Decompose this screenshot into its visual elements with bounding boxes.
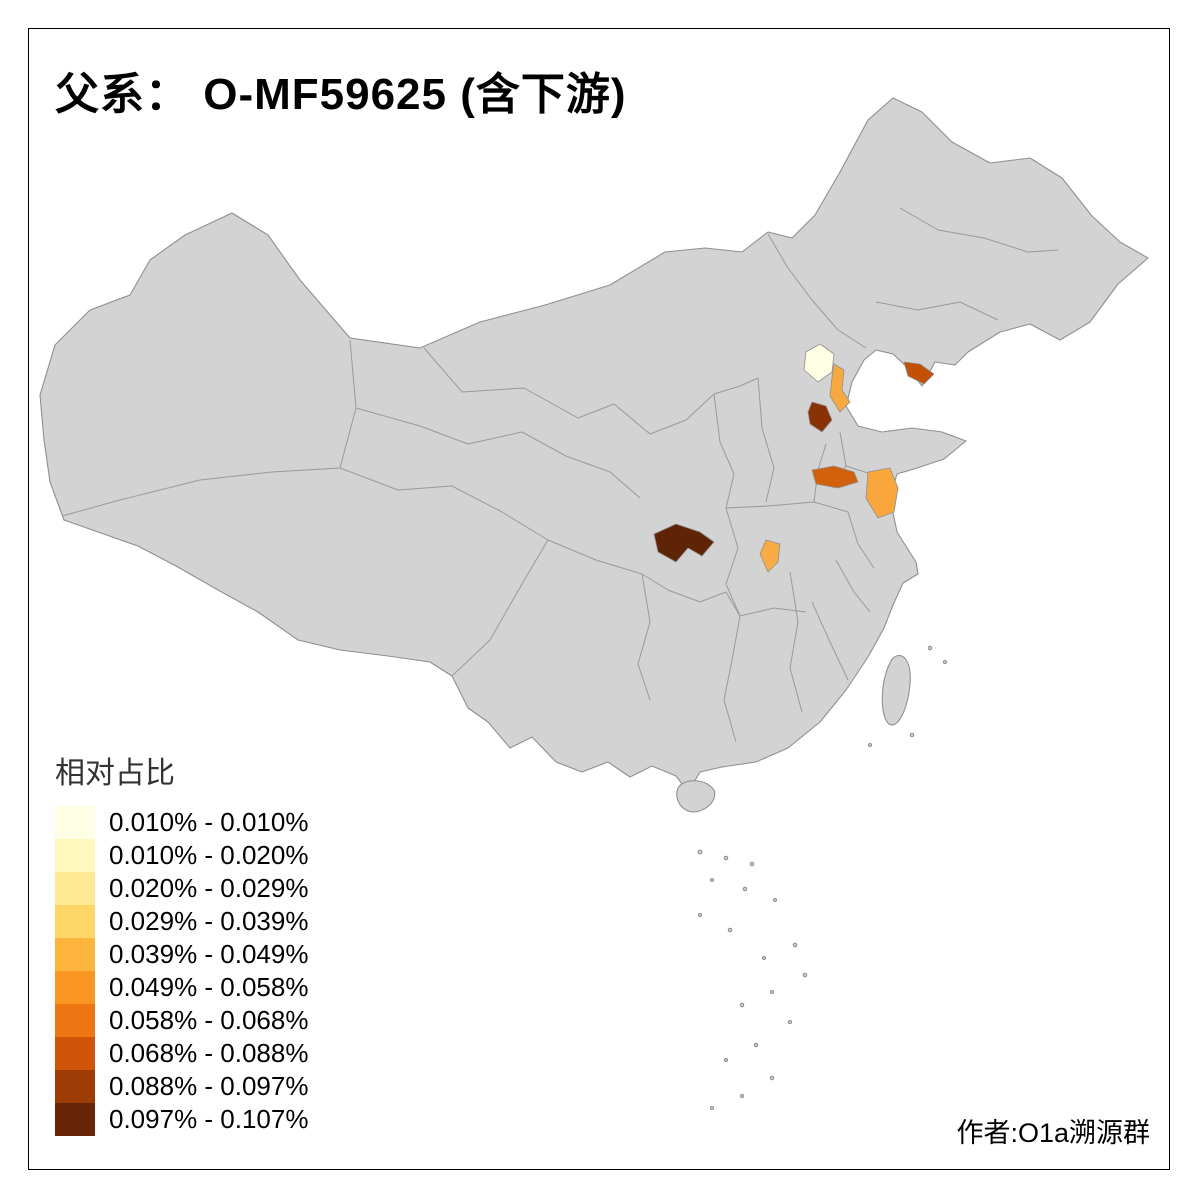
region-central-jiangsu (865, 467, 899, 519)
legend-row: 0.029% - 0.039% (55, 905, 308, 938)
legend-swatch (55, 905, 95, 938)
legend-swatch (55, 938, 95, 971)
south-china-sea-islets (697, 645, 948, 1111)
legend-row: 0.068% - 0.088% (55, 1037, 308, 1070)
legend-swatch (55, 872, 95, 905)
legend-row: 0.020% - 0.029% (55, 872, 308, 905)
region-tianjin (829, 363, 851, 413)
legend-label: 0.020% - 0.029% (109, 873, 309, 903)
legend-swatch (55, 971, 95, 1004)
region-chongqing (653, 523, 715, 563)
legend-swatch (55, 806, 95, 839)
legend-row: 0.039% - 0.049% (55, 938, 308, 971)
legend-row: 0.058% - 0.068% (55, 1004, 308, 1037)
legend-label: 0.058% - 0.068% (109, 1005, 309, 1035)
legend-swatch (55, 1004, 95, 1037)
legend-label: 0.039% - 0.049% (109, 939, 309, 969)
province-boundaries (61, 207, 1059, 743)
taiwan-island (881, 655, 911, 726)
landmass-group (39, 97, 1149, 1111)
page-title: 父系： O-MF59625 (含下游) (55, 70, 627, 119)
legend-row: 0.088% - 0.097% (55, 1070, 308, 1103)
legend-row: 0.049% - 0.058% (55, 971, 308, 1004)
legend-label: 0.049% - 0.058% (109, 972, 309, 1002)
region-liaodong-dalian (903, 361, 935, 385)
legend-label: 0.068% - 0.088% (109, 1038, 309, 1068)
hainan-island (676, 780, 716, 813)
mainland-china-outline (39, 97, 1149, 793)
highlighted-regions (653, 343, 935, 573)
region-north-hunan (759, 539, 781, 573)
legend-label: 0.010% - 0.010% (109, 807, 309, 837)
legend-label: 0.097% - 0.107% (109, 1104, 309, 1134)
author-credit: 作者:O1a溯源群 (956, 1118, 1150, 1148)
region-south-hebei (807, 401, 833, 433)
legend: 相对占比 0.010% - 0.010% 0.010% - 0.020% 0.0… (55, 748, 308, 1136)
legend-swatch (55, 1070, 95, 1103)
legend-row: 0.097% - 0.107% (55, 1103, 308, 1136)
region-beijing (803, 343, 835, 383)
legend-row: 0.010% - 0.020% (55, 839, 308, 872)
legend-label: 0.010% - 0.020% (109, 840, 309, 870)
region-xuzhou-area (811, 465, 859, 489)
legend-swatch (55, 1037, 95, 1070)
legend-label: 0.088% - 0.097% (109, 1071, 309, 1101)
legend-swatch (55, 839, 95, 872)
legend-row: 0.010% - 0.010% (55, 806, 308, 839)
legend-label: 0.029% - 0.039% (109, 906, 309, 936)
legend-title: 相对占比 (55, 757, 175, 790)
legend-swatch (55, 1103, 95, 1136)
